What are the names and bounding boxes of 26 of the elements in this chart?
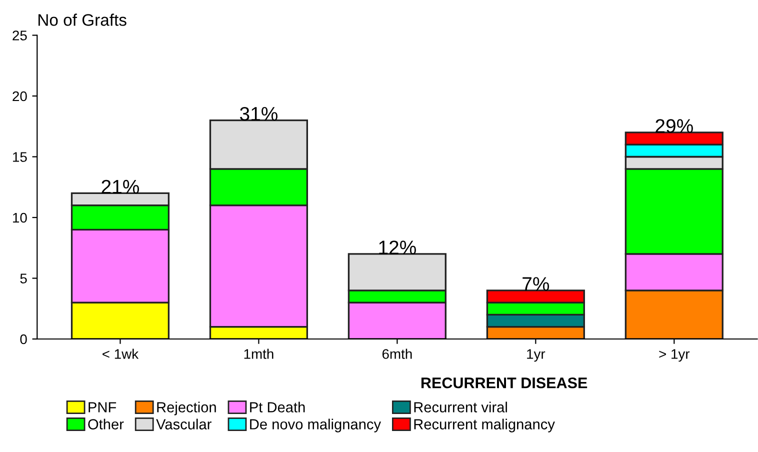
legend-label: Other <box>88 418 124 430</box>
x-tick-label: < 1wk <box>102 348 139 359</box>
x-tick-label: > 1yr <box>659 349 690 362</box>
x-tick-label: 1yr <box>527 349 546 362</box>
legend-label: Recurrent viral <box>414 402 507 412</box>
text: RECURRENT DISEASE <box>421 377 588 388</box>
y-tick-label: 15 <box>13 152 27 162</box>
legend-label: PNF <box>88 402 116 412</box>
legend-label: Pt Death <box>250 402 305 412</box>
x-tick-label: 1mth <box>244 348 274 359</box>
y-tick-label: 0 <box>20 334 27 344</box>
x-tick-label: 6mth <box>382 348 412 359</box>
legend-label: Recurrent malignancy <box>414 418 555 432</box>
annotation: 7% <box>522 277 550 291</box>
y-axis-title: No of Grafts <box>38 14 126 26</box>
legend-label: De novo malignancy <box>250 418 382 432</box>
y-tick-label: 25 <box>12 30 27 40</box>
annotation: 21% <box>102 180 139 194</box>
annotation: 29% <box>656 119 693 133</box>
legend-label: Rejection <box>157 402 216 416</box>
y-tick-label: 20 <box>12 91 27 102</box>
y-tick-label: 5 <box>20 274 27 284</box>
y-tick-label: 10 <box>13 212 27 223</box>
annotation: 31% <box>240 106 278 121</box>
legend-label: Vascular <box>156 418 212 430</box>
annotation: 12% <box>379 240 416 254</box>
